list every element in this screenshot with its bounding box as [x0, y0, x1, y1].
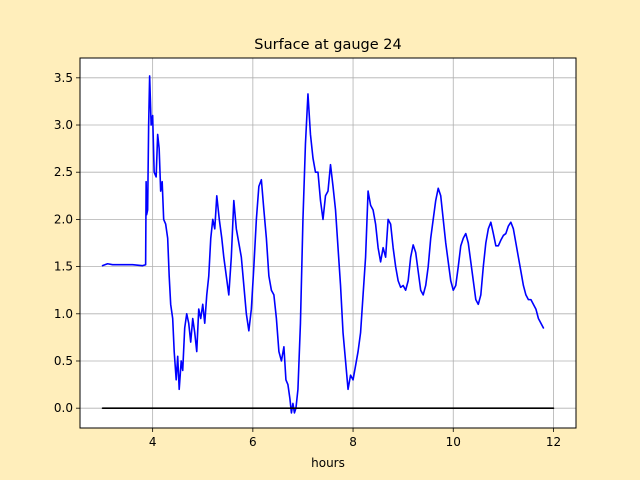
- y-tick-label: 3.5: [54, 71, 73, 85]
- x-tick-label: 12: [546, 435, 561, 449]
- chart-title: Surface at gauge 24: [254, 37, 402, 53]
- x-axis-label: hours: [311, 456, 345, 470]
- y-tick-label: 0.5: [54, 354, 73, 368]
- y-tick-label: 2.0: [54, 212, 73, 226]
- x-tick-label: 10: [446, 435, 461, 449]
- x-tick-label: 4: [149, 435, 157, 449]
- x-axis: 4 6 8 10 12: [149, 428, 561, 449]
- x-tick-label: 8: [349, 435, 357, 449]
- series-layer: [101, 75, 555, 414]
- y-tick-label: 1.0: [54, 307, 73, 321]
- y-axis: 0.0 0.5 1.0 1.5 2.0 2.5 3.0 3.5: [54, 71, 80, 415]
- plot-frame: [79, 57, 577, 429]
- y-tick-label: 1.5: [54, 260, 73, 274]
- y-tick-label: 2.5: [54, 165, 73, 179]
- plot-area: [80, 58, 576, 428]
- y-tick-label: 0.0: [54, 401, 73, 415]
- surface-series-line: [101, 75, 545, 414]
- x-tick-label: 6: [249, 435, 257, 449]
- y-tick-label: 3.0: [54, 118, 73, 132]
- grid-lines: [80, 58, 576, 428]
